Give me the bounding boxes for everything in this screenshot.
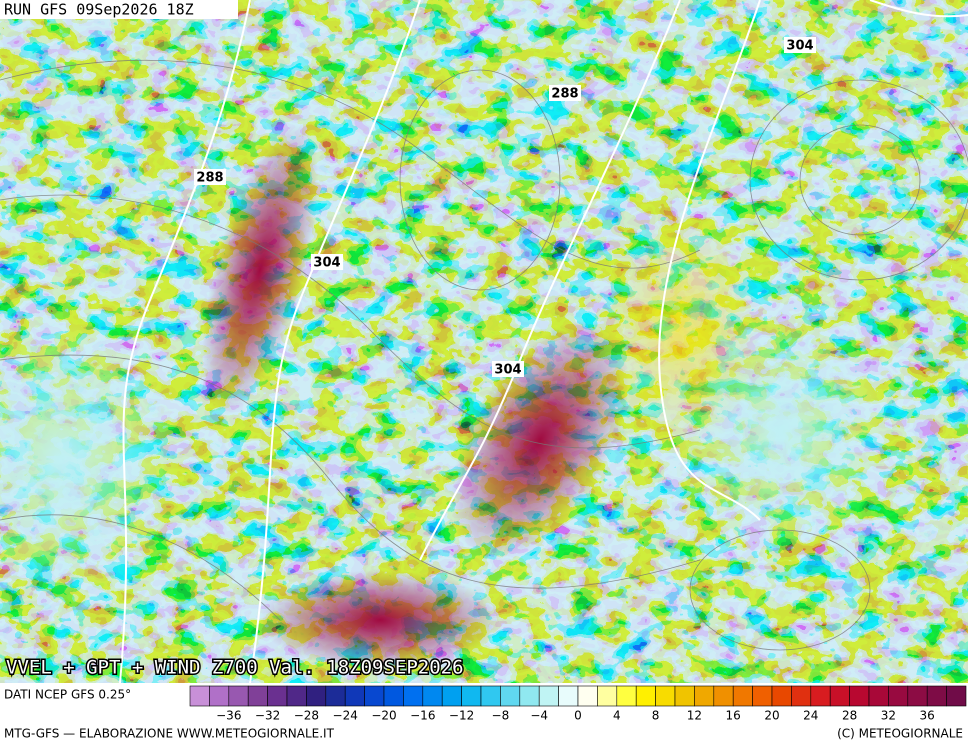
run-label: RUN GFS 09Sep2026 18Z [4,1,194,19]
color-swatch [267,685,288,707]
descent-area [600,210,760,450]
colorbar-tick-label: −36 [216,709,241,723]
run-box [0,0,238,19]
label-box [492,361,524,377]
color-swatch [752,685,773,707]
contour-line [119,0,251,684]
colorbar-tick-label: 28 [842,709,857,723]
colorbar-tick-label: 24 [803,709,818,723]
color-swatch [209,685,230,707]
color-swatch [907,685,928,707]
colorbar-tick-label: −20 [371,709,396,723]
colorbar-tick-label: −8 [492,709,510,723]
color-swatch [500,685,521,707]
contour-line [419,0,681,561]
label-box [549,85,581,101]
contour-label: 288 [551,87,578,102]
color-swatch [344,685,365,707]
contours [119,0,968,684]
streamline [0,194,701,449]
streamline [0,59,701,269]
color-swatch [791,685,812,707]
label-box [784,37,816,53]
contour-line [658,0,761,521]
color-swatch [461,685,482,707]
label-box [311,254,343,270]
color-swatch [558,685,579,707]
color-swatch [732,685,753,707]
colorbar-tick-label: 36 [920,709,935,723]
color-swatch [422,685,443,707]
colorbar-tick-label: −4 [530,709,548,723]
colorbar-tick-label: 16 [726,709,741,723]
contour-label: 304 [786,39,813,54]
colorbar-tick-label: −32 [255,709,280,723]
map-field [0,0,968,684]
color-swatch [771,685,792,707]
footer-left: MTG-GFS — ELABORAZIONE WWW.METEOGIORNALE… [4,727,335,741]
colorbar-tick-label: −16 [410,709,435,723]
colorbar-tick-label: 0 [574,709,582,723]
color-swatch [189,685,210,707]
color-swatch [247,685,268,707]
colorbar-tick-label: 12 [687,709,702,723]
contour-label: 304 [494,363,521,378]
data-source: DATI NCEP GFS 0.25° [4,688,131,702]
color-swatch [616,685,637,707]
color-swatch [849,685,870,707]
ascent-band [451,322,629,558]
streamline [399,69,561,291]
ascent-band [201,124,319,416]
color-swatch [694,685,715,707]
ascent-band [260,570,500,670]
colorbar-tick-label: −12 [449,709,474,723]
colorbar-tick-label: 32 [881,709,896,723]
color-swatch [946,685,967,707]
streamlines [0,59,968,651]
colorbar-tick-label: 20 [764,709,779,723]
color-swatch [810,685,831,707]
color-swatch [888,685,909,707]
color-swatch [306,685,327,707]
color-swatch [228,685,249,707]
streamline [0,514,281,621]
colorbar-tick-label: −28 [294,709,319,723]
colorbar: −36 −32 −28 −24 −20 −16 −12 −8 −4 0 4 8 12 16 20 24 28 32… [189,685,967,723]
color-swatch [441,685,462,707]
streamline [689,529,871,651]
color-swatch [286,685,307,707]
color-swatch [403,685,424,707]
colorbar-tick-label: 4 [613,709,621,723]
streamline [799,124,921,236]
color-swatch [674,685,695,707]
colorbar-tick-label: 8 [652,709,660,723]
label-box [194,169,226,185]
color-swatch [868,685,889,707]
contour-labels: 304 288 288 304 304 [194,37,816,378]
color-swatch [480,685,501,707]
color-swatch [577,685,598,707]
contour-label: 288 [196,171,223,186]
contour-label: 304 [313,256,340,271]
color-swatch [383,685,404,707]
color-swatch [829,685,850,707]
map-title: VVEL + GPT + WIND Z700 Val. 18Z09SEP2026 [6,657,464,679]
color-swatch [655,685,676,707]
color-swatch [519,685,540,707]
color-swatch [325,685,346,707]
color-swatch [713,685,734,707]
colorbar-tick-label: −24 [333,709,358,723]
color-swatch [926,685,947,707]
contour-line [869,0,968,18]
color-swatch [635,685,656,707]
color-swatch [364,685,385,707]
calm-area [0,320,180,600]
contour-line [249,0,421,684]
color-swatch [597,685,618,707]
footer-right: (C) METEOGIORNALE [837,727,963,741]
color-swatch [538,685,559,707]
streamline [749,79,968,281]
